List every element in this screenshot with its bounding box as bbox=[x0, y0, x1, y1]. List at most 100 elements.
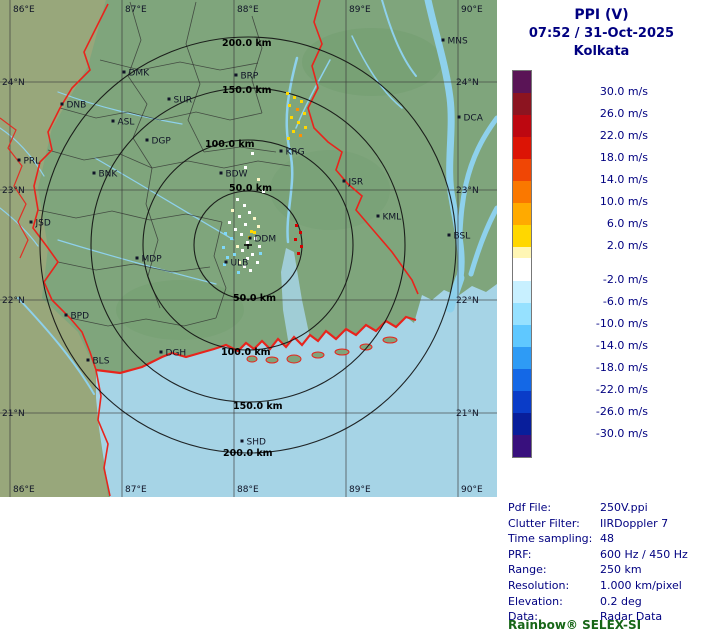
info-label: Resolution: bbox=[508, 578, 570, 592]
radar-echo bbox=[248, 211, 251, 214]
station-marker bbox=[219, 171, 223, 175]
station-label: BSL bbox=[454, 232, 471, 242]
radar-echo bbox=[251, 253, 254, 256]
station-label: ULB bbox=[231, 259, 249, 269]
info-row: Range: 250 km bbox=[508, 562, 702, 578]
radar-echo bbox=[300, 100, 303, 103]
station-label: BNK bbox=[99, 170, 119, 180]
radar-echo bbox=[226, 256, 229, 259]
station-label: BRP bbox=[241, 72, 259, 82]
colorbar-segment bbox=[513, 413, 531, 435]
brand-label: Rainbow® SELEX-SI bbox=[508, 618, 642, 632]
station-marker bbox=[441, 38, 445, 42]
radar-echo bbox=[257, 178, 260, 181]
colorbar-label: -6.0 m/s bbox=[602, 295, 648, 308]
scan-info: Pdf File: 250V.ppi Clutter Filter: IIRDoppl… bbox=[508, 500, 702, 625]
radar-echoes bbox=[222, 92, 307, 274]
radar-echo bbox=[240, 233, 243, 236]
station-marker bbox=[342, 179, 346, 183]
radar-echo bbox=[287, 137, 290, 140]
colorbar-label: -22.0 m/s bbox=[595, 383, 648, 396]
station-label: ASL bbox=[118, 118, 135, 128]
river-kangsabati bbox=[57, 239, 217, 285]
coastline bbox=[95, 315, 417, 375]
colorbar-label: 18.0 m/s bbox=[599, 151, 648, 164]
range-ring-labels: 200.0 km 150.0 km 100.0 km 50.0 km 50.0 km 10… bbox=[205, 38, 283, 459]
district-boundary bbox=[213, 221, 227, 319]
colorbar-label: 22.0 m/s bbox=[599, 129, 648, 142]
radar-echo bbox=[223, 263, 226, 266]
station-label: BLS bbox=[93, 357, 110, 367]
info-label: Clutter Filter: bbox=[508, 516, 580, 530]
colorbar-segment bbox=[513, 435, 531, 457]
range-ring bbox=[142, 139, 354, 351]
radar-echo bbox=[251, 152, 254, 155]
radar-echo bbox=[246, 241, 249, 244]
terrain-patch bbox=[116, 280, 244, 340]
delta-island bbox=[265, 356, 279, 364]
colorbar-label: -2.0 m/s bbox=[602, 273, 648, 286]
delta-island bbox=[246, 355, 258, 363]
delta-island bbox=[382, 336, 398, 344]
radar-echo bbox=[256, 261, 259, 264]
info-value: 250V.ppi bbox=[600, 501, 648, 514]
lon-label-top: 86°E bbox=[13, 5, 35, 15]
station-marker bbox=[64, 313, 68, 317]
river-mayurakshi bbox=[57, 91, 183, 125]
station-marker bbox=[457, 115, 461, 119]
station-marker bbox=[167, 97, 171, 101]
lon-label-bottom: 86°E bbox=[13, 485, 35, 495]
station-label: SHD bbox=[247, 438, 266, 448]
station-marker bbox=[60, 102, 64, 106]
radar-map-canvas: 200.0 km 150.0 km 100.0 km 50.0 km 50.0 km 10… bbox=[0, 0, 500, 497]
lon-label-bottom: 89°E bbox=[349, 485, 371, 495]
range-ring-label: 100.0 km bbox=[205, 139, 255, 150]
colorbar-segment bbox=[513, 225, 531, 247]
river-thin bbox=[351, 35, 403, 109]
radar-echo bbox=[250, 230, 253, 233]
side-panel: PPI (V) 07:52 / 31-Oct-2025 Kolkata 30.0… bbox=[497, 0, 706, 642]
radar-echo bbox=[292, 130, 295, 133]
range-ring-label: 100.0 km bbox=[221, 347, 271, 358]
lat-label-left: 21°N bbox=[2, 409, 25, 419]
info-value: Radar Data bbox=[600, 610, 663, 624]
colorbar-segment bbox=[513, 247, 531, 258]
info-value: 250 km bbox=[600, 563, 642, 577]
river-subarnarekha bbox=[17, 297, 95, 395]
colorbar-label: -26.0 m/s bbox=[595, 405, 648, 418]
graticule bbox=[0, 0, 497, 497]
info-label: PRF: bbox=[508, 547, 532, 561]
station-label: MNS bbox=[448, 37, 468, 47]
river-mouth bbox=[445, 273, 465, 313]
basemap bbox=[0, 0, 500, 497]
station-marker bbox=[234, 73, 238, 77]
radar-echo bbox=[253, 231, 256, 234]
station-label: DMK bbox=[129, 69, 151, 79]
colorbar-label: 10.0 m/s bbox=[599, 195, 648, 208]
info-row: Time sampling: 48 bbox=[508, 531, 702, 547]
radar-echo bbox=[297, 252, 300, 255]
colorbar-label: -10.0 m/s bbox=[595, 317, 648, 330]
colorbar-segment bbox=[513, 137, 531, 159]
bay-of-bengal bbox=[96, 284, 497, 497]
range-ring-label: 200.0 km bbox=[222, 38, 272, 49]
radar-echo bbox=[288, 104, 291, 107]
lat-label-right: 23°N bbox=[456, 186, 479, 196]
river-thin bbox=[0, 127, 45, 177]
radar-map: 200.0 km 150.0 km 100.0 km 50.0 km 50.0 km 10… bbox=[0, 0, 500, 497]
radar-echo bbox=[230, 237, 233, 240]
colorbar-segment bbox=[513, 347, 531, 369]
colorbar-segment bbox=[513, 115, 531, 137]
station-marker bbox=[17, 158, 21, 162]
radar-echo bbox=[244, 166, 247, 169]
district-boundary bbox=[127, 1, 153, 169]
panel-header: PPI (V) 07:52 / 31-Oct-2025 Kolkata bbox=[497, 6, 706, 61]
info-value: IIRDoppler 7 bbox=[600, 516, 669, 530]
station-label: KML bbox=[383, 213, 402, 223]
district-boundaries bbox=[37, 1, 291, 327]
radar-echo bbox=[295, 224, 298, 227]
district-boundary bbox=[69, 317, 217, 327]
lon-label-bottom: 87°E bbox=[125, 485, 147, 495]
radar-echo bbox=[238, 261, 241, 264]
